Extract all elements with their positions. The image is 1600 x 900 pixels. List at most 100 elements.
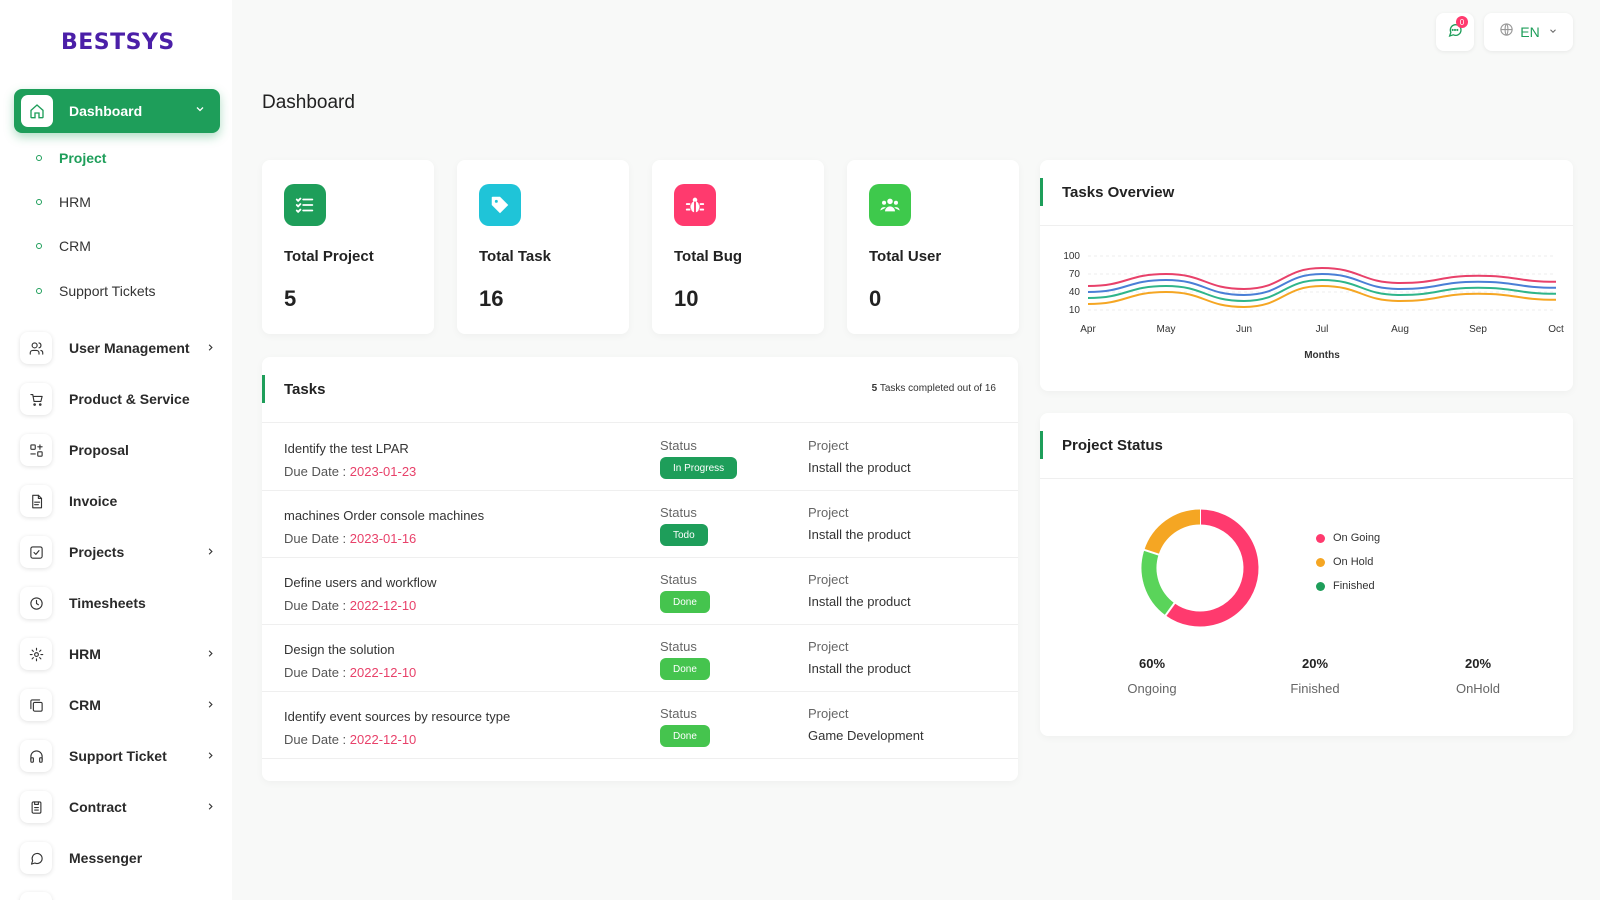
- project-label: Project: [808, 438, 849, 453]
- stat-card-total-task[interactable]: Total Task 16: [457, 160, 629, 334]
- due-value: 2022-12-10: [349, 665, 417, 680]
- table-row[interactable]: Define users and workflow Due Date : 2022…: [262, 558, 1018, 625]
- series-line-0: [1087, 266, 1557, 291]
- task-due-date: Due Date : 2023-01-23: [284, 464, 416, 479]
- sidebar-subitem-hrm[interactable]: HRM: [36, 192, 91, 212]
- due-value: 2023-01-16: [349, 531, 417, 546]
- messages-button[interactable]: 0: [1436, 13, 1474, 51]
- sidebar-item-assets[interactable]: Assets: [20, 890, 220, 900]
- status-percent-label: Finished: [1290, 681, 1340, 696]
- table-row[interactable]: Identify the test LPAR Due Date : 2023-01…: [262, 424, 1018, 491]
- sidebar-item-crm[interactable]: CRM: [20, 687, 220, 723]
- task-name[interactable]: machines Order console machines: [284, 508, 485, 523]
- task-name[interactable]: Identify the test LPAR: [284, 441, 409, 456]
- sidebar-item-projects[interactable]: Projects: [20, 534, 220, 570]
- task-name[interactable]: Design the solution: [284, 642, 395, 657]
- language-label: EN: [1520, 24, 1540, 40]
- stat-value: 16: [479, 286, 504, 311]
- stat-label: Total Task: [479, 248, 551, 265]
- status-label: Status: [660, 438, 697, 453]
- tasks-card-header: Tasks 5 Tasks completed out of 16: [262, 357, 1018, 423]
- series-line-3: [1087, 284, 1557, 309]
- status-badge: In Progress: [660, 457, 738, 479]
- status-percent: 20%: [1464, 656, 1492, 671]
- legend-dot-icon: [1316, 533, 1325, 543]
- table-row[interactable]: Design the solution Due Date : 2022-12-10…: [262, 625, 1018, 692]
- slice-separator: [1163, 601, 1177, 618]
- status-badge: Done: [660, 591, 710, 613]
- x-axis-label: Months: [1304, 350, 1340, 361]
- project-name: Install the product: [808, 527, 911, 542]
- language-selector[interactable]: EN: [1484, 13, 1573, 51]
- sidebar-subitem-support-tickets[interactable]: Support Tickets: [36, 281, 156, 301]
- task-due-date: Due Date : 2022-12-10: [284, 598, 416, 613]
- sidebar-item-messenger[interactable]: Messenger: [20, 840, 220, 876]
- chevron-right-icon: [205, 544, 216, 560]
- sidebar-item-label: Messenger: [69, 850, 143, 866]
- project-status-header: Project Status: [1040, 413, 1573, 479]
- sidebar-item-label: Invoice: [69, 493, 118, 509]
- project-label: Project: [808, 639, 849, 654]
- sidebar-item-user-management[interactable]: User Management: [20, 330, 220, 366]
- sidebar-item-label: Projects: [69, 544, 125, 560]
- sidebar-subitem-project[interactable]: Project: [36, 148, 106, 168]
- sidebar-subitem-crm[interactable]: CRM: [36, 236, 91, 256]
- status-label: Status: [660, 572, 697, 587]
- slice-separator: [1142, 548, 1161, 556]
- project-label: Project: [808, 572, 849, 587]
- chevron-down-icon: [1548, 23, 1558, 41]
- sidebar-item-label: Dashboard: [69, 103, 143, 119]
- x-tick-label: Sep: [1469, 324, 1487, 335]
- layers-icon: [20, 689, 52, 721]
- sidebar-item-product-service[interactable]: Product & Service: [20, 381, 220, 417]
- stat-card-total-bug[interactable]: Total Bug 10: [652, 160, 824, 334]
- invoice-icon: [20, 485, 52, 517]
- chevron-right-icon: [205, 340, 216, 356]
- stat-value: 10: [674, 286, 699, 311]
- stat-value: 5: [284, 286, 297, 311]
- y-tick-label: 10: [1069, 305, 1081, 316]
- tasks-card-title: Tasks: [284, 381, 326, 398]
- sidebar-item-hrm[interactable]: HRM: [20, 636, 220, 672]
- contract-icon: [20, 791, 52, 823]
- sidebar-item-timesheets[interactable]: Timesheets: [20, 585, 220, 621]
- bullet-icon: [36, 288, 42, 294]
- chat-icon: [20, 842, 52, 874]
- brand-logo[interactable]: BESTSYS: [61, 30, 175, 55]
- task-name[interactable]: Identify event sources by resource type: [284, 709, 511, 724]
- legend-label: On Hold: [1333, 556, 1374, 568]
- sidebar-item-dashboard[interactable]: Dashboard: [14, 89, 220, 133]
- bullet-icon: [36, 243, 42, 249]
- sidebar-item-support-ticket[interactable]: Support Ticket: [20, 738, 220, 774]
- stat-card-total-user[interactable]: Total User 0: [847, 160, 1019, 334]
- project-name: Install the product: [808, 460, 911, 475]
- tasks-completed-text: Tasks completed out of 16: [879, 383, 996, 394]
- table-row[interactable]: Identify event sources by resource type D…: [262, 692, 1018, 759]
- project-name: Install the product: [808, 594, 911, 609]
- chevron-right-icon: [205, 697, 216, 713]
- donut-slice-finished: [1144, 509, 1201, 555]
- status-label: Status: [660, 639, 697, 654]
- sidebar-item-proposal[interactable]: Proposal: [20, 432, 220, 468]
- sidebar-subitem-label: Support Tickets: [59, 283, 156, 299]
- due-label: Due Date :: [284, 665, 347, 680]
- legend-label: Finished: [1333, 580, 1375, 592]
- x-tick-label: Apr: [1080, 324, 1096, 335]
- tasks-overview-card: Tasks Overview 10 40 70 100 Apr May Jun Jul Aug S…: [1040, 160, 1573, 391]
- sidebar-item-invoice[interactable]: Invoice: [20, 483, 220, 519]
- sidebar-item-contract[interactable]: Contract: [20, 789, 220, 825]
- project-status-card: Project Status On Going On Hold Finished 6…: [1040, 413, 1573, 736]
- status-percent-label: OnHold: [1455, 681, 1501, 696]
- sidebar-subitem-label: Project: [59, 150, 107, 166]
- due-label: Due Date :: [284, 531, 347, 546]
- sidebar-item-label: User Management: [69, 340, 190, 356]
- chevron-right-icon: [205, 748, 216, 764]
- task-name[interactable]: Define users and workflow: [284, 575, 437, 590]
- tag-icon: [479, 184, 521, 226]
- legend-dot-icon: [1316, 581, 1325, 591]
- stat-card-total-project[interactable]: Total Project 5: [262, 160, 434, 334]
- tasks-completed-note: 5 Tasks completed out of 16: [872, 383, 996, 394]
- sidebar-subitem-label: CRM: [59, 238, 91, 254]
- sidebar-item-label: Timesheets: [69, 595, 146, 611]
- table-row[interactable]: machines Order console machines Due Date …: [262, 491, 1018, 558]
